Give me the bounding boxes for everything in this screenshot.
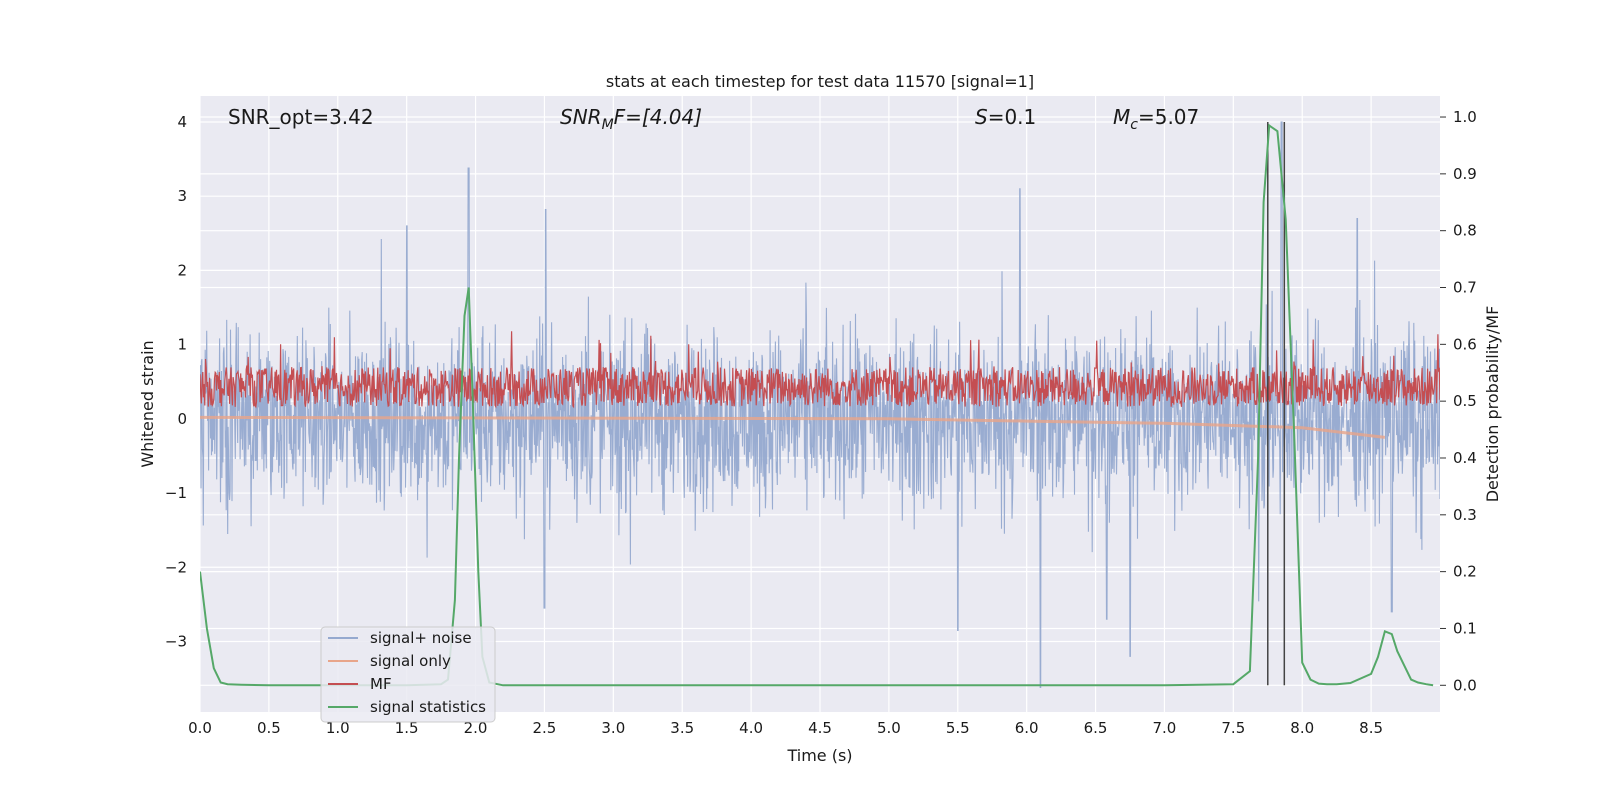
legend: signal+ noise signal only MF signal stat… [320,626,496,723]
y-axis-label: Whitened strain [138,340,157,467]
x-tick-label: 7.0 [1153,719,1177,737]
legend-label-mf: MF [370,675,392,693]
y-right-tick-label: 0.5 [1453,392,1477,410]
legend-label-signal-statistics: signal statistics [370,698,486,716]
x-tick-label: 6.0 [1015,719,1039,737]
x-tick-label: 8.0 [1290,719,1314,737]
y-tick-label: 2 [177,261,187,279]
y-right-tick-label: 0.2 [1453,563,1477,581]
y-tick-label: −3 [165,632,187,650]
x-tick-label: 0.5 [257,719,281,737]
series-mf [200,331,1440,409]
x-tick-label: 8.5 [1359,719,1383,737]
x-tick-label: 2.0 [464,719,488,737]
y-right-tick-label: 0.9 [1453,165,1477,183]
x-tick-label: 0.0 [188,719,212,737]
annotation-snr-mf: SNRMF=[4.04] [560,105,702,133]
y-tick-label: 3 [177,187,187,205]
y-tick-label: 4 [177,113,187,131]
y-right-tick-label: 0.4 [1453,449,1477,467]
snr-mf-label: SNR [560,105,602,129]
series-signal-only [200,415,1386,439]
mc-label: M [1113,105,1130,129]
legend-label-signal-noise: signal+ noise [370,629,472,647]
annotation-mc: Mc=5.07 [1113,105,1199,133]
x-tick-label: 5.0 [877,719,901,737]
x-tick-label: 3.5 [670,719,694,737]
x-tick-label: 4.5 [808,719,832,737]
annotation-snr-opt: SNR_opt=3.42 [228,105,374,129]
mc-sub: c [1130,117,1138,133]
chart-title: stats at each timestep for test data 115… [606,72,1034,91]
legend-box [320,626,496,723]
x-tick-label: 4.0 [739,719,763,737]
x-tick-label: 1.0 [326,719,350,737]
snr-mf-sub: M [602,117,614,133]
y-right-tick-label: 1.0 [1453,108,1477,126]
y-right-axis-label: Detection probability/MF [1483,306,1502,503]
s-value: =0.1 [988,105,1037,129]
x-tick-label: 1.5 [395,719,419,737]
series-signal-noise [200,121,1440,689]
y-right-tick-label: 0.8 [1453,222,1477,240]
snr-mf-value: F=[4.04] [614,105,702,129]
legend-label-signal-only: signal only [370,652,451,670]
x-tick-label: 7.5 [1221,719,1245,737]
x-axis-label: Time (s) [786,746,852,765]
y-right-tick-label: 0.3 [1453,506,1477,524]
annotation-s: S=0.1 [975,105,1036,129]
y-right-tick-label: 0.0 [1453,676,1477,694]
y-right-tick-label: 0.7 [1453,279,1477,297]
y-tick-label: 1 [177,336,187,354]
y-tick-label: −1 [165,484,187,502]
y-right-tick-label: 0.1 [1453,619,1477,637]
mc-value: =5.07 [1138,105,1199,129]
s-label: S [975,105,988,129]
y-right-tick-label: 0.6 [1453,335,1477,353]
x-tick-label: 2.5 [533,719,557,737]
y-tick-label: 0 [177,410,187,428]
y-tick-label: −2 [165,558,187,576]
x-tick-label: 6.5 [1084,719,1108,737]
x-tick-label: 5.5 [946,719,970,737]
ticks: 0.0 0.5 1.0 1.5 2.0 2.5 3.0 3.5 4.0 4.5 5.0 5.5 6.0 6… [165,108,1477,737]
x-tick-label: 3.0 [601,719,625,737]
